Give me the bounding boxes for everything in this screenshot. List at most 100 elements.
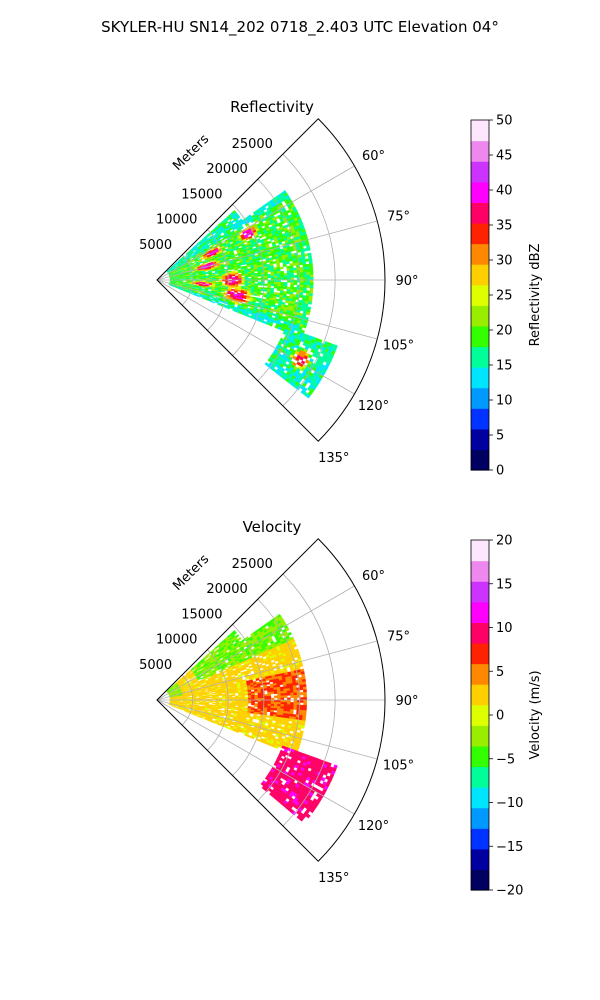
- echo-cell: [277, 275, 281, 279]
- echo-cell: [247, 693, 252, 696]
- echo-cell: [293, 289, 297, 293]
- echo-cell: [309, 282, 314, 286]
- echo-cell: [283, 284, 288, 287]
- echo-cell: [303, 284, 307, 288]
- echo-cell: [266, 687, 271, 691]
- echo-cell: [234, 268, 238, 271]
- echo-cell: [257, 281, 262, 284]
- echo-cell: [299, 681, 303, 686]
- angular-tick-label: 90°: [395, 274, 418, 289]
- echo-cell: [274, 275, 278, 279]
- echo-cell: [182, 278, 187, 280]
- echo-cell: [202, 283, 206, 285]
- echo-cell: [266, 715, 271, 718]
- colorbar-label: Reflectivity dBZ: [528, 244, 543, 347]
- echo-cell: [299, 684, 304, 688]
- echo-cell: [251, 281, 255, 284]
- echo-cell: [281, 721, 286, 726]
- echo-cell: [303, 274, 307, 278]
- echo-cell: [286, 272, 291, 276]
- echo-cell: [292, 682, 297, 686]
- radial-tick-label: 20000: [206, 162, 247, 177]
- echo-cell: [256, 293, 261, 297]
- colorbar-tick-label: 5: [496, 429, 504, 444]
- echo-cell: [202, 698, 206, 700]
- colorbar-band: [471, 325, 489, 348]
- echo-cell: [238, 276, 242, 279]
- echo-cell: [283, 693, 288, 696]
- echo-cell: [254, 691, 258, 694]
- echo-cell: [221, 710, 225, 713]
- colorbar-tick-label: 25: [496, 289, 513, 304]
- radial-tick-label: 5000: [139, 238, 172, 253]
- echo-cell: [264, 275, 268, 279]
- echo-cell: [287, 275, 291, 278]
- echo-cell: [234, 703, 239, 706]
- echo-cell: [212, 702, 216, 705]
- echo-cell: [303, 282, 307, 286]
- echo-cell: [276, 269, 281, 272]
- echo-cell: [208, 696, 213, 699]
- echo-cell: [305, 258, 310, 262]
- colorbar-band: [471, 387, 489, 409]
- echo-cell: [179, 697, 184, 699]
- echo-cell: [283, 275, 288, 278]
- echo-cell: [276, 689, 281, 692]
- echo-cell: [241, 276, 246, 279]
- echo-cell: [283, 702, 288, 705]
- colorbar-tick-label: 35: [496, 219, 513, 234]
- echo-cell: [283, 282, 288, 285]
- echo-cell: [308, 260, 313, 265]
- echo-cell: [309, 285, 314, 289]
- echo-cell: [290, 706, 294, 710]
- echo-cell: [309, 263, 313, 267]
- colorbar-band: [471, 202, 489, 224]
- echo-cell: [280, 282, 285, 285]
- echo-cell: [271, 256, 276, 260]
- echo-cell: [247, 273, 252, 276]
- echo-cell: [195, 701, 200, 703]
- colorbar-band: [471, 161, 489, 183]
- echo-cell: [290, 284, 294, 288]
- echo-cell: [266, 709, 271, 713]
- echo-cell: [221, 706, 226, 709]
- echo-cell: [267, 269, 271, 273]
- echo-cell: [299, 287, 304, 291]
- echo-cell: [257, 274, 262, 277]
- echo-cell: [267, 275, 272, 279]
- echo-cell: [306, 290, 310, 294]
- echo-cell: [253, 293, 258, 296]
- echo-cell: [267, 693, 272, 697]
- echo-cell: [186, 698, 190, 700]
- echo-cell: [234, 691, 239, 694]
- echo-cell: [270, 271, 275, 275]
- echo-cell: [195, 695, 200, 697]
- echo-cell: [277, 273, 281, 276]
- echo-cell: [297, 727, 302, 731]
- echo-cell: [289, 267, 294, 271]
- echo-cell: [274, 695, 278, 699]
- echo-cell: [179, 278, 184, 280]
- echo-cell: [211, 300, 215, 304]
- echo-cell: [299, 704, 304, 708]
- echo-cell: [309, 266, 314, 270]
- figure-suptitle: SKYLER-HU SN14_202 0718_2.403 UTC Elevat…: [101, 18, 499, 37]
- echo-cell: [264, 694, 268, 697]
- echo-cell: [293, 282, 298, 286]
- colorbar-band: [471, 428, 489, 451]
- echo-cell: [306, 271, 311, 275]
- echo-cell: [242, 299, 247, 303]
- echo-cell: [201, 288, 206, 291]
- echo-cell: [290, 692, 294, 696]
- colorbar-tick-label: 20: [496, 324, 513, 339]
- echo-cell: [293, 270, 298, 273]
- echo-cell: [299, 712, 304, 716]
- echo-cell: [234, 708, 239, 711]
- echo-cell: [264, 274, 268, 277]
- echo-cell: [250, 292, 254, 296]
- echo-cell: [305, 292, 310, 297]
- echo-cell: [234, 275, 239, 278]
- echo-cell: [215, 272, 219, 275]
- echo-cell: [251, 274, 255, 277]
- echo-cell: [306, 282, 311, 286]
